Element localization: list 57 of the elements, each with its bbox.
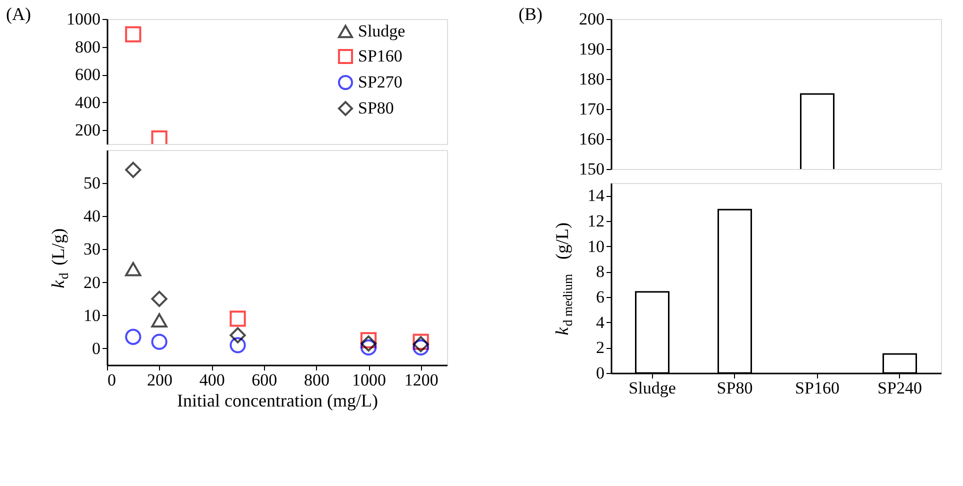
point <box>230 337 246 354</box>
x-axis-title: Initial concentration (mg/L) <box>177 390 378 410</box>
point <box>125 262 142 276</box>
point <box>230 327 246 344</box>
y-tick-label: 200 <box>579 10 604 28</box>
y-tick-label: 4 <box>596 312 605 332</box>
x-tick-label: SP240 <box>878 378 922 398</box>
y-tick-label: 6 <box>596 288 604 306</box>
chart-title: (A) <box>6 4 31 24</box>
y-tick-label: 1000 <box>66 10 100 28</box>
point <box>412 339 429 356</box>
y-tick-label: 10 <box>588 236 604 256</box>
x-tick-label: 1200 <box>404 370 438 390</box>
y-tick-label: 30 <box>84 240 100 259</box>
y-tick-label: 12 <box>588 212 604 230</box>
x-tick-label: 800 <box>304 370 330 390</box>
y-tick-label: 600 <box>75 65 100 84</box>
point <box>360 339 377 356</box>
legend-label: SP160 <box>358 46 402 66</box>
y-tick-label: 40 <box>84 206 100 226</box>
y-tick-label: 800 <box>75 37 100 56</box>
legend-label: Sludge <box>358 22 406 40</box>
y-tick-label: 190 <box>579 40 604 58</box>
y-axis-title: kd medium (g/L) <box>552 222 575 336</box>
x-tick-label: SP160 <box>795 378 840 398</box>
x-tick-label: 200 <box>147 370 173 390</box>
point <box>360 335 377 352</box>
y-tick-label: 160 <box>579 130 604 148</box>
x-tick-label: SP80 <box>716 378 753 398</box>
point <box>151 313 168 328</box>
y-tick-label: 200 <box>75 120 100 140</box>
y-tick-label: 0 <box>92 338 100 358</box>
y-tick-label: 2 <box>596 338 604 358</box>
y-tick-label: 50 <box>84 174 100 193</box>
y-tick-label: 180 <box>579 70 604 88</box>
y-tick-label: 8 <box>596 262 604 282</box>
point <box>230 310 246 327</box>
y-tick-label: 14 <box>588 186 605 206</box>
point <box>151 334 168 350</box>
y-axis-title: kd (L/g) <box>48 228 71 288</box>
legend-label: SP80 <box>358 98 394 118</box>
x-tick-label: 1000 <box>352 370 386 390</box>
x-tick-label: 0 <box>108 370 116 390</box>
point <box>125 162 142 178</box>
chart-title: (B) <box>518 4 542 24</box>
x-tick-label: 600 <box>252 370 278 390</box>
legend-label: SP270 <box>358 72 402 92</box>
y-tick-label: 400 <box>75 92 100 112</box>
y-tick-label: 150 <box>579 160 604 178</box>
y-tick-label: 10 <box>84 306 100 325</box>
point <box>125 328 142 345</box>
y-tick-label: 20 <box>84 272 100 292</box>
point <box>360 332 377 348</box>
point <box>151 290 168 307</box>
y-tick-label: 170 <box>579 100 604 118</box>
x-tick-label: 400 <box>199 370 225 390</box>
x-tick-label: Sludge <box>628 378 676 398</box>
